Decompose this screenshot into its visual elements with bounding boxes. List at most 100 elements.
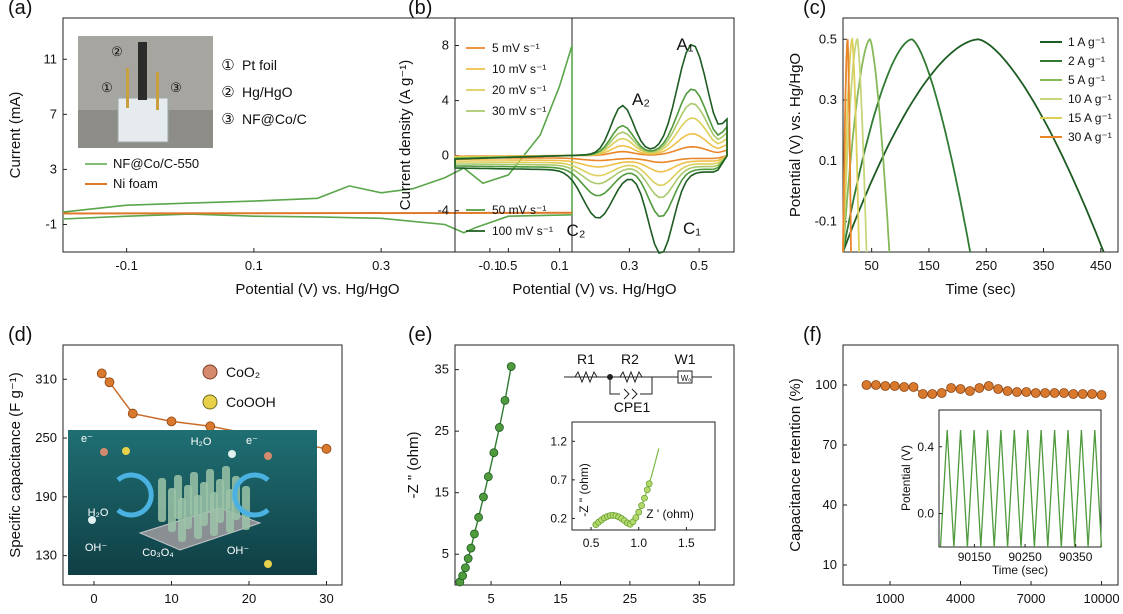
- photo-marker-2: ②: [111, 44, 123, 59]
- legend-label: 10 mV s⁻¹: [492, 62, 546, 76]
- y-tick-label: 35: [435, 362, 449, 377]
- x-axis-label: Time (sec): [945, 281, 1015, 298]
- electrode-label: NF@Co/C: [242, 111, 307, 127]
- peak-label-c1: C₁: [683, 219, 701, 238]
- data-point: [483, 472, 493, 482]
- x-tick-label: 150: [918, 258, 940, 273]
- legend-label: 5 A g⁻¹: [1068, 73, 1105, 87]
- legend-label: 2 A g⁻¹: [1068, 54, 1105, 68]
- particle: [228, 450, 236, 458]
- y-axis-label: -Z " (ohm): [405, 432, 422, 499]
- legend-label: 30 mV s⁻¹: [492, 104, 546, 118]
- data-point: [461, 563, 470, 573]
- y-tick-label: 0: [442, 148, 449, 163]
- y-tick-label: 3: [50, 161, 57, 176]
- data-point: [205, 421, 216, 432]
- x-tick-label: 0: [90, 591, 97, 606]
- legend-label: 5 mV s⁻¹: [492, 41, 540, 55]
- inset-x-axis-label: Z ' (ohm): [646, 507, 694, 521]
- data-point: [1077, 389, 1088, 399]
- y-axis-label: Capacitance retention (%): [787, 378, 804, 551]
- x-tick-label: 450: [1090, 258, 1112, 273]
- series-gcd-5: [842, 39, 852, 253]
- x-tick-label: 0.1: [551, 258, 569, 273]
- arrow-right: [232, 472, 270, 518]
- x-tick-label: 1000: [876, 591, 905, 606]
- y-tick-label: 11: [44, 51, 58, 66]
- circuit-label-r1: R1: [577, 351, 595, 367]
- x-tick-label: 15: [553, 591, 567, 606]
- data-point: [1049, 388, 1060, 398]
- data-point: [1087, 389, 1098, 399]
- circuit-label-r2: R2: [621, 351, 639, 367]
- circuit-label-cpe1: CPE1: [614, 399, 651, 415]
- y-tick-label: 250: [35, 430, 57, 445]
- inset-y-tick-label: 0.4: [917, 440, 934, 454]
- data-point: [500, 395, 510, 405]
- data-point: [474, 512, 483, 522]
- x-tick-label: 30: [319, 591, 333, 606]
- y-tick-label: 7: [50, 106, 57, 121]
- x-tick-label: 50: [864, 258, 878, 273]
- panel-d: 0102030130190250310Current density (A g⁻…: [7, 324, 343, 606]
- data-point: [1068, 389, 1079, 399]
- y-tick-label: 40: [823, 497, 837, 512]
- y-tick-label: 5: [442, 546, 449, 561]
- equivalent-circuit: R1 R2 W1 CPE1 Wₒ: [564, 351, 712, 415]
- electrode-label: Hg/HgO: [242, 84, 293, 100]
- x-tick-label: 10: [164, 591, 178, 606]
- circuit-label-wo: Wₒ: [681, 374, 692, 383]
- data-point: [936, 388, 947, 398]
- data-point: [466, 543, 476, 553]
- working-electrode-lead: [156, 72, 159, 110]
- data-point: [946, 383, 957, 393]
- plot-frame: [842, 17, 1119, 253]
- data-point: [861, 380, 872, 390]
- electrode-marker: ②: [221, 84, 234, 101]
- data-point: [927, 389, 938, 399]
- panel-a: -0.1 0.1 0.3 0.5 -1 3 7 11 Potential (V) vs. Hg/…: [7, 0, 573, 298]
- electrolytic-cell: [117, 97, 169, 143]
- x-tick-label: 10000: [1083, 591, 1119, 606]
- particle: [88, 516, 96, 524]
- data-point: [489, 448, 499, 458]
- y-axis-label: Specific capacitance (F g⁻¹): [7, 372, 24, 558]
- y-tick-label: 15: [435, 485, 449, 500]
- y-tick-label: 0.3: [819, 92, 837, 107]
- panel-letter: (b): [408, 0, 432, 19]
- schematic-label: OH⁻: [227, 545, 250, 557]
- series-gcd-0: [842, 38, 1105, 253]
- inset-gcd-cycles: [939, 429, 1103, 548]
- peak-label-c2: C₂: [567, 221, 586, 240]
- inset-x-tick-label: 90350: [1059, 550, 1093, 564]
- y-tick-label: 8: [442, 38, 449, 53]
- legend-sphere-cooh: [202, 394, 218, 410]
- panel-f: 10004000700010000104070100Cycle numberCa…: [787, 324, 1120, 606]
- inset-x-tick-label: 1.0: [630, 536, 647, 550]
- y-tick-label: 190: [35, 489, 57, 504]
- x-tick-label: 25: [623, 591, 637, 606]
- plot-frame: [842, 344, 1119, 586]
- inset-x-tick-label: 90250: [1008, 550, 1042, 564]
- resistor-r2: [619, 370, 643, 384]
- x-tick-label: 350: [1033, 258, 1055, 273]
- data-point: [1030, 388, 1041, 398]
- particle: [264, 452, 272, 460]
- plot-frame: [62, 344, 343, 586]
- legend-sphere-coo2: [202, 364, 218, 380]
- nanowire: [222, 466, 230, 510]
- panel-letter: (e): [408, 324, 432, 346]
- data-point: [889, 381, 900, 391]
- schematic-label: OH⁻: [85, 542, 108, 554]
- inset-y-axis-label: -Z " (ohm): [577, 463, 591, 517]
- legend-label: CoO₂: [226, 364, 260, 380]
- panel-letter: (a): [8, 0, 32, 19]
- cpe-branch: [609, 377, 653, 395]
- data-point: [463, 554, 473, 563]
- data-point: [871, 380, 881, 390]
- x-tick-label: 0.1: [245, 258, 263, 273]
- data-point: [470, 529, 479, 539]
- inset-data-point: [645, 480, 653, 488]
- y-tick-label: 0.5: [819, 31, 837, 46]
- data-point: [908, 382, 919, 392]
